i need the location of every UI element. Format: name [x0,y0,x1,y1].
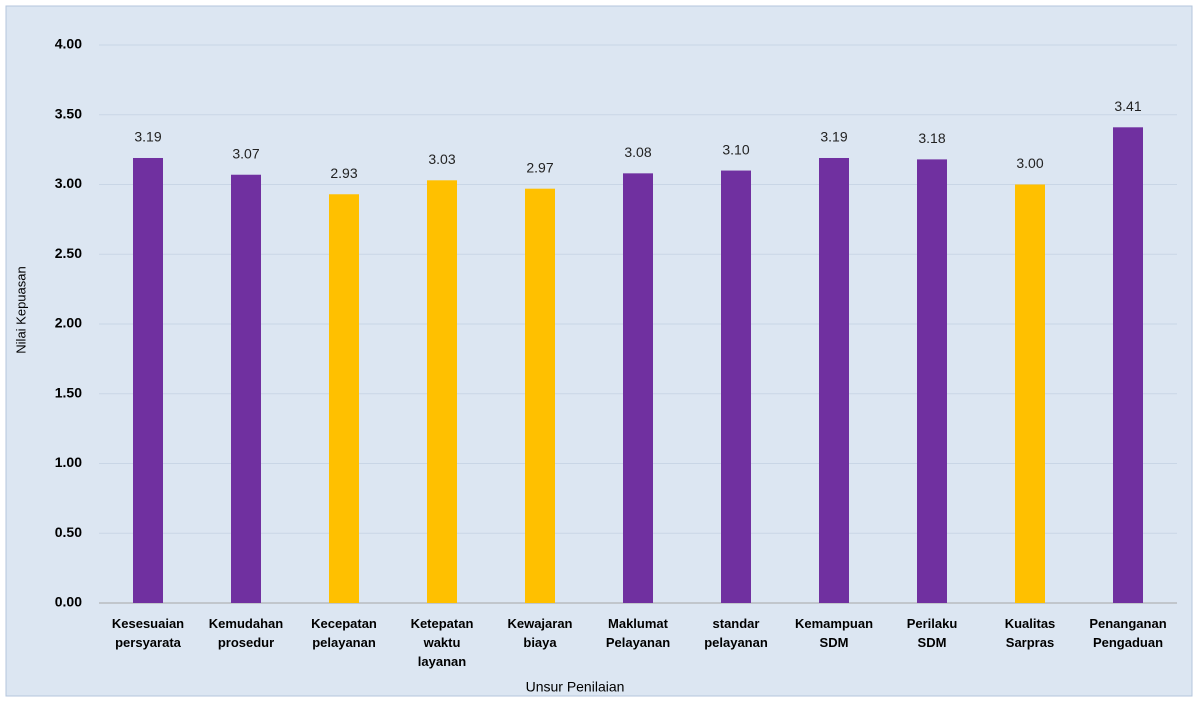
bar [1015,184,1045,603]
x-tick-label: Kualitas Sarpras [1005,616,1056,650]
bar [525,188,555,603]
value-label: 3.03 [428,151,455,167]
value-label: 3.00 [1016,155,1043,171]
y-tick-label: 0.50 [55,524,82,540]
value-label: 3.19 [134,129,161,145]
x-tick-label: Perilaku SDM [907,616,958,650]
value-label: 3.18 [918,130,945,146]
x-tick-label: Kesesuaian persyarata [112,616,184,650]
x-axis-title: Unsur Penilaian [526,679,625,695]
y-tick-label: 1.00 [55,454,82,470]
value-label: 2.97 [526,159,553,175]
value-label: 3.07 [232,145,259,161]
x-tick-label: standar pelayanan [704,616,768,650]
y-axis-title: Nilai Kepuasan [13,266,28,353]
value-label: 3.10 [722,141,749,157]
bar [819,157,849,603]
bar [231,174,261,604]
value-label: 2.93 [330,165,357,181]
x-tick-label: Ketepatan waktu layanan [411,616,474,669]
y-tick-label: 3.00 [55,175,82,191]
x-tick-label: Penanganan Pengaduan [1089,616,1166,650]
y-tick-label: 2.00 [55,315,82,331]
chart-background [5,5,1193,697]
y-tick-label: 4.00 [55,36,82,52]
bar [917,159,947,603]
y-tick-label: 2.50 [55,245,82,261]
bar [329,194,359,603]
x-tick-label: Kemampuan SDM [795,616,873,650]
bar [427,180,457,603]
bar [133,157,163,603]
x-tick-label: Maklumat Pelayanan [606,616,670,650]
value-label: 3.19 [820,129,847,145]
y-tick-label: 3.50 [55,105,82,121]
value-label: 3.08 [624,144,651,160]
bar [721,170,751,604]
value-label: 3.41 [1114,98,1141,114]
x-tick-label: Kecepatan pelayanan [311,616,377,650]
y-tick-label: 0.00 [55,594,82,610]
x-tick-label: Kemudahan prosedur [209,616,283,650]
bar [1113,127,1143,604]
x-tick-label: Kewajaran biaya [507,616,572,650]
y-tick-label: 1.50 [55,384,82,400]
bar [623,173,653,603]
